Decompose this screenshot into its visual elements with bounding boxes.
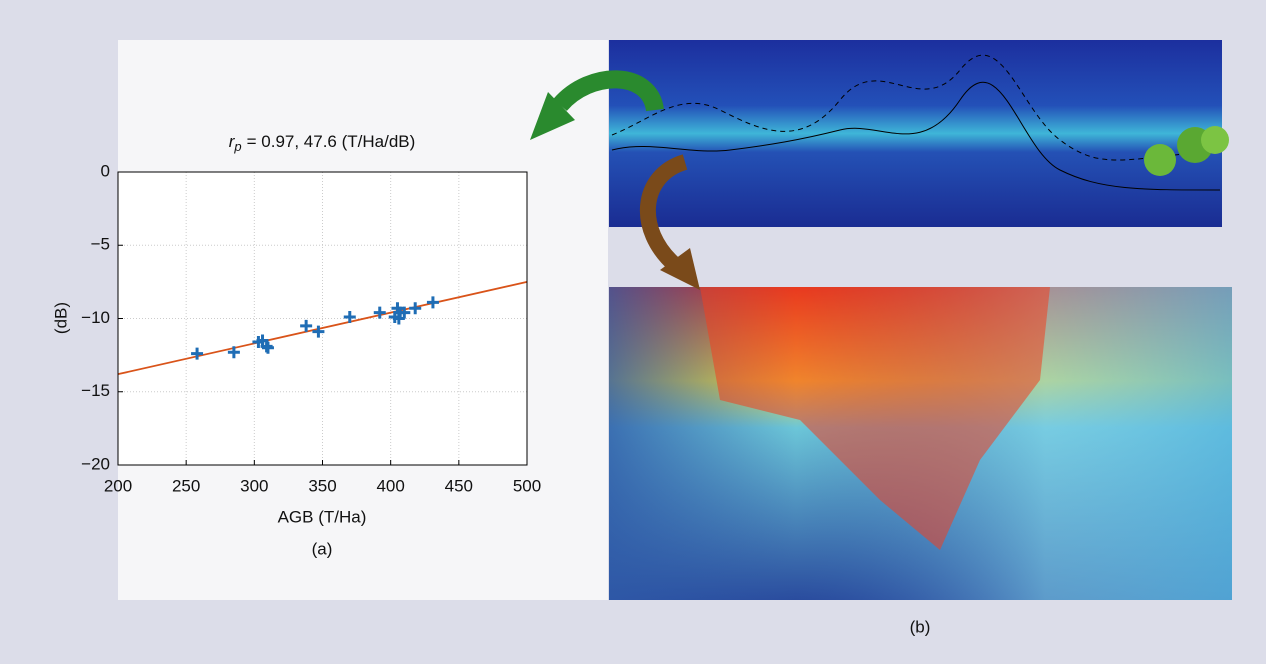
y-tick-label: −5 [91, 235, 110, 254]
fit-line [117, 280, 528, 376]
arrow [553, 70, 664, 113]
arrow-head [660, 248, 700, 290]
point [398, 306, 411, 319]
point [409, 302, 422, 315]
title-symbol: r [229, 132, 236, 151]
x-tick-label: 300 [240, 476, 268, 495]
y-tick-label: 0 [101, 161, 110, 180]
point [300, 319, 313, 332]
chart-title: rp = 0.97, 47.6 (T/Ha/dB) [229, 132, 416, 154]
caption: (b) [910, 617, 931, 636]
x-tick-label: 350 [308, 476, 336, 495]
point [312, 325, 325, 338]
x-tick-label: 450 [445, 476, 473, 495]
point [261, 341, 274, 354]
plot: 200 250 300 350 400 450 500 0 −5 −10 −15 −20 [81, 161, 541, 495]
y-tick-label: −15 [81, 381, 110, 400]
x-tick-label: 500 [513, 476, 541, 495]
point [373, 306, 386, 319]
arrow-head [530, 92, 575, 140]
y-tick-label: −10 [81, 308, 110, 327]
x-tick-label: 250 [172, 476, 200, 495]
title-text: = 0.97, 47.6 (T/Ha/dB) [247, 132, 416, 151]
y-tick-label: −20 [81, 454, 110, 473]
y-axis-label: (dB) [51, 302, 70, 334]
arrow [639, 154, 688, 272]
point [227, 346, 240, 359]
x-tick-label: 400 [376, 476, 404, 495]
title-subscript: p [233, 139, 241, 154]
tomogram [609, 40, 1229, 227]
point [191, 347, 204, 360]
biomass-map [609, 287, 1232, 600]
x-tick-label: 200 [104, 476, 132, 495]
point [426, 296, 439, 309]
x-axis-label: AGB (T/Ha) [278, 507, 367, 526]
plot-frame [117, 171, 528, 466]
point [343, 311, 356, 324]
caption: (a) [312, 539, 333, 558]
